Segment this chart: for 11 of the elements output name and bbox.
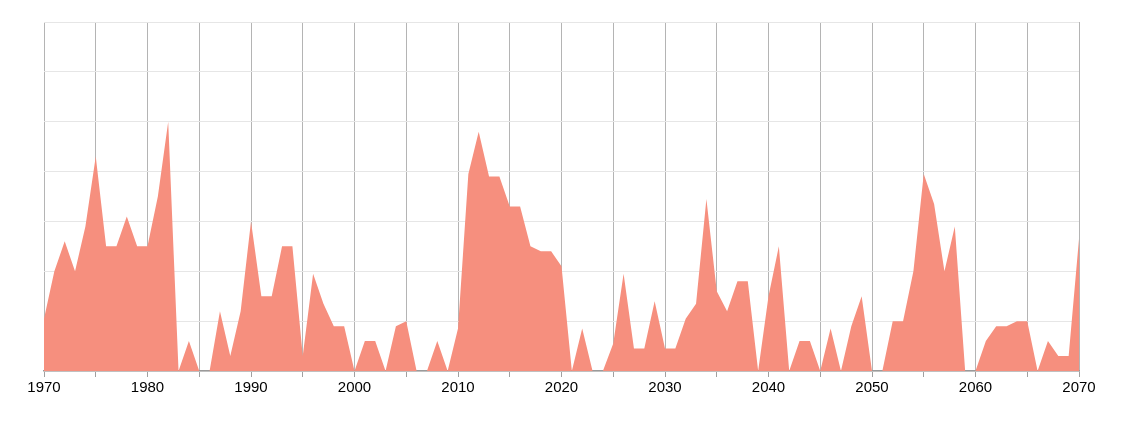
x-tick-label: 2060 xyxy=(958,378,993,396)
x-tick-label: 2030 xyxy=(648,378,682,396)
x-tick-label: 2040 xyxy=(751,378,786,396)
x-tick-label: 2010 xyxy=(441,378,475,396)
x-tick-label: 1980 xyxy=(130,378,165,396)
x-tick-label: 2050 xyxy=(855,378,889,396)
x-tick-label: 2020 xyxy=(544,378,579,396)
x-tick-label: 1990 xyxy=(234,378,268,396)
x-tick-label: 1970 xyxy=(27,378,61,396)
x-tick-label: 2070 xyxy=(1062,378,1096,396)
x-tick-label: 2000 xyxy=(337,378,372,396)
